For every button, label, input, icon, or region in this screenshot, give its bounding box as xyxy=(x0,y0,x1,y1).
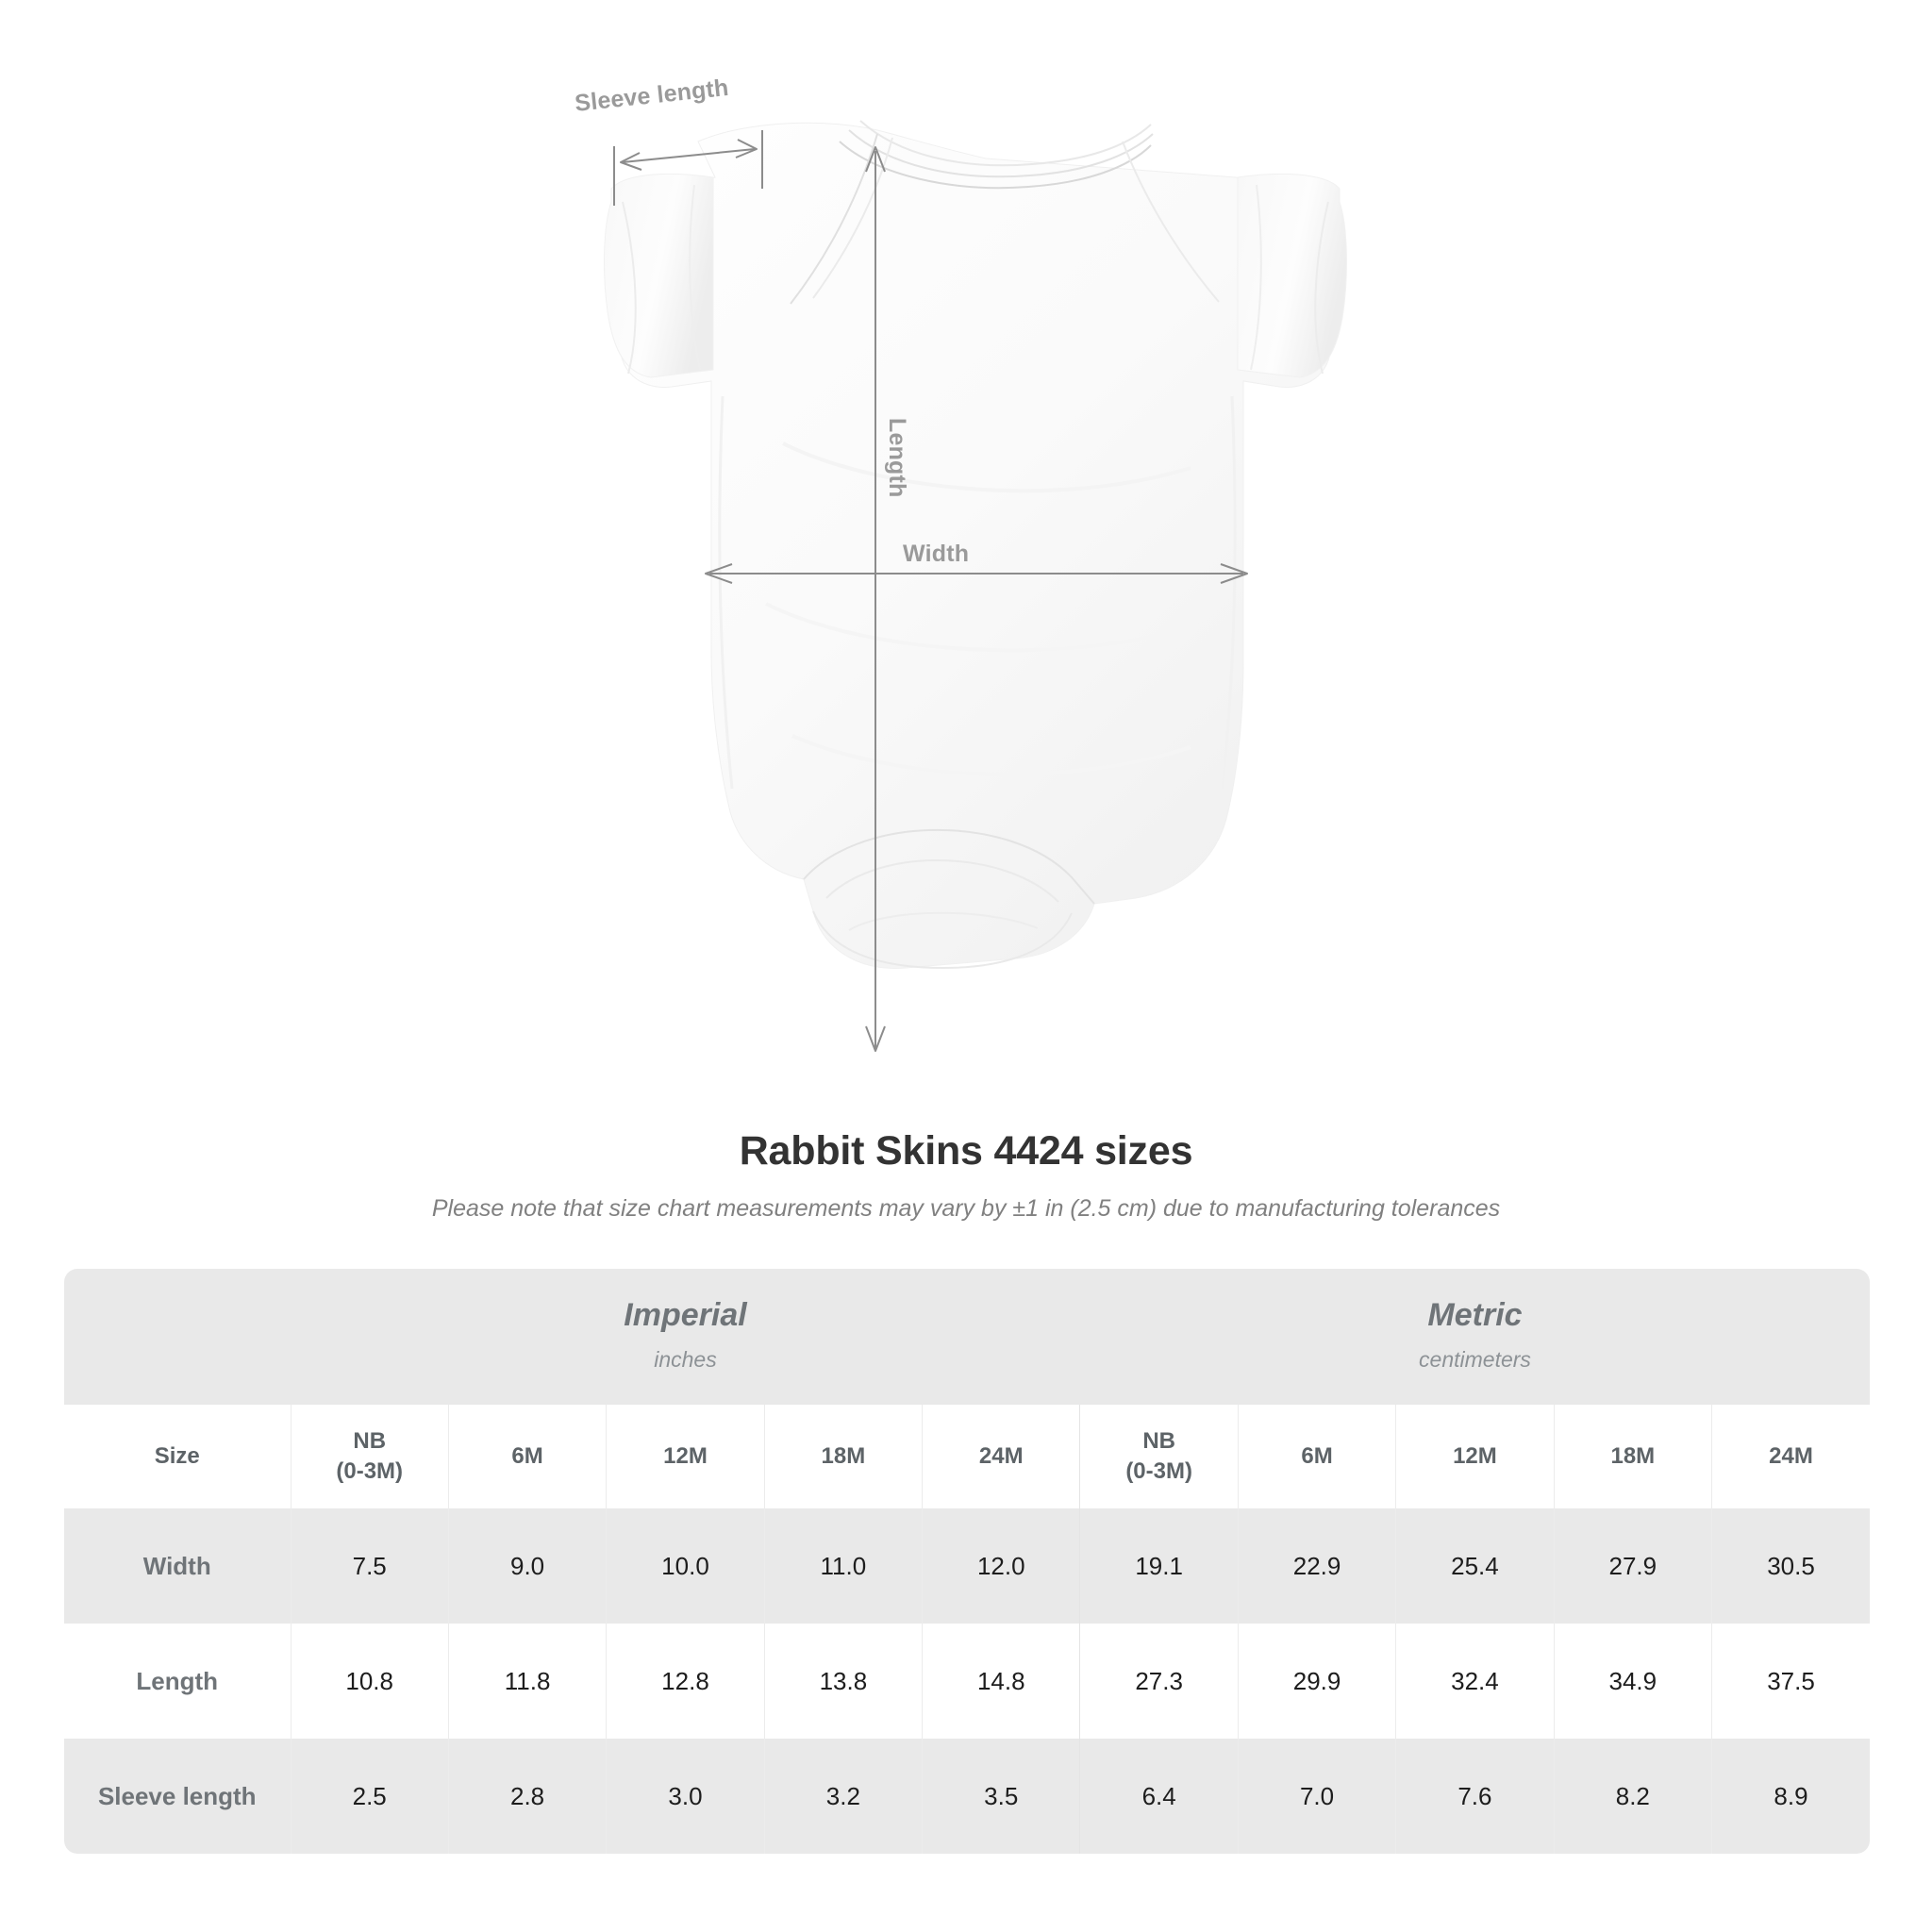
measurement-cell: 10.8 xyxy=(290,1624,449,1739)
unit-group-sub: centimeters xyxy=(1419,1347,1531,1372)
unit-group-name: Metric xyxy=(1427,1297,1523,1333)
unit-group-sub: inches xyxy=(654,1347,717,1372)
measurement-cell: 11.0 xyxy=(763,1508,923,1624)
width-arrowhead-left xyxy=(705,563,733,584)
column-header-metric-6m[interactable]: 6M xyxy=(1237,1405,1396,1508)
measurement-cell: 8.2 xyxy=(1553,1739,1712,1854)
measurement-cell: 32.4 xyxy=(1395,1624,1555,1739)
measurement-cell: 9.0 xyxy=(447,1508,607,1624)
measurement-cell: 22.9 xyxy=(1237,1508,1396,1624)
measurement-cell: 8.9 xyxy=(1711,1739,1870,1854)
column-header-label: 6M xyxy=(1301,1443,1333,1470)
title-block: Rabbit Skins 4424 sizes Please note that… xyxy=(0,1128,1932,1223)
sleeve-arrow-line xyxy=(622,148,756,163)
column-header-label: 6M xyxy=(511,1443,543,1470)
column-header-label: 18M xyxy=(1610,1443,1656,1470)
unit-group-metric: Metric centimeters xyxy=(1079,1269,1870,1405)
column-header-metric-12m[interactable]: 12M xyxy=(1395,1405,1555,1508)
dimension-lines xyxy=(613,130,1248,1052)
measurement-cell: 7.5 xyxy=(290,1508,449,1624)
measurement-cell: 19.1 xyxy=(1079,1508,1239,1624)
measurement-cell: 25.4 xyxy=(1395,1508,1555,1624)
unit-band-spacer xyxy=(64,1269,291,1405)
length-arrowhead-top xyxy=(865,146,886,173)
unit-group-row: Imperial inches Metric centimeters xyxy=(64,1269,1870,1405)
width-arrowhead-right xyxy=(1220,563,1248,584)
measurement-cell: 3.0 xyxy=(606,1739,765,1854)
measurement-cell: 13.8 xyxy=(763,1624,923,1739)
sleeve-arrowhead-left xyxy=(620,152,642,171)
measurement-cell: 29.9 xyxy=(1237,1624,1396,1739)
page-title: Rabbit Skins 4424 sizes xyxy=(739,1128,1193,1174)
table-row: Length 10.8 11.8 12.8 13.8 14.8 27.3 29.9 32.4 34… xyxy=(64,1624,1870,1739)
column-header-imperial-12m[interactable]: 12M xyxy=(606,1405,765,1508)
column-header-label: NB xyxy=(1142,1428,1175,1455)
column-header-imperial-18m[interactable]: 18M xyxy=(763,1405,923,1508)
measurement-cell: 12.8 xyxy=(606,1624,765,1739)
measurement-cell: 11.8 xyxy=(447,1624,607,1739)
measurement-cell: 37.5 xyxy=(1711,1624,1870,1739)
size-chart-table-container: Imperial inches Metric centimeters Size NB (0-… xyxy=(64,1269,1870,1854)
header-size-label: Size xyxy=(64,1405,291,1508)
column-header-row: Size NB (0-3M) 6M 12M 18M 24M NB (0-3M) 6M 12M 18M 2… xyxy=(64,1405,1870,1508)
column-header-sublabel: (0-3M) xyxy=(1125,1458,1192,1484)
row-label-sleeve-length: Sleeve length xyxy=(64,1739,291,1854)
column-header-imperial-24m[interactable]: 24M xyxy=(922,1405,1080,1508)
garment-illustration: Sleeve length Length Width xyxy=(574,75,1347,1052)
measurement-cell: 3.2 xyxy=(763,1739,923,1854)
unit-group-imperial: Imperial inches xyxy=(291,1269,1080,1405)
bodysuit-drawing xyxy=(604,120,1347,1052)
measurement-cell: 6.4 xyxy=(1079,1739,1239,1854)
measurement-cell: 2.8 xyxy=(447,1739,607,1854)
measurement-cell: 30.5 xyxy=(1711,1508,1870,1624)
measurement-cell: 27.9 xyxy=(1553,1508,1712,1624)
measurement-cell: 7.0 xyxy=(1237,1739,1396,1854)
row-label-length: Length xyxy=(64,1624,291,1739)
measurement-cell: 27.3 xyxy=(1079,1624,1239,1739)
table-row: Sleeve length 2.5 2.8 3.0 3.2 3.5 6.4 7.0 7.6 8.2… xyxy=(64,1739,1870,1854)
measurement-cell: 34.9 xyxy=(1553,1624,1712,1739)
bodysuit-body xyxy=(604,120,1347,970)
column-header-metric-18m[interactable]: 18M xyxy=(1553,1405,1712,1508)
column-header-metric-nb[interactable]: NB (0-3M) xyxy=(1079,1405,1239,1508)
measurement-cell: 2.5 xyxy=(290,1739,449,1854)
column-header-label: 24M xyxy=(978,1443,1024,1470)
column-header-label: 24M xyxy=(1769,1443,1813,1470)
measurement-cell: 12.0 xyxy=(922,1508,1080,1624)
column-header-label: 18M xyxy=(821,1443,866,1470)
length-arrowhead-bottom xyxy=(865,1025,886,1052)
size-chart-table: Imperial inches Metric centimeters Size NB (0-… xyxy=(64,1269,1870,1854)
column-header-metric-24m[interactable]: 24M xyxy=(1711,1405,1870,1508)
tolerance-note: Please note that size chart measurements… xyxy=(431,1195,1501,1222)
column-header-imperial-nb[interactable]: NB (0-3M) xyxy=(290,1405,449,1508)
column-header-sublabel: (0-3M) xyxy=(336,1458,404,1484)
column-header-label: 12M xyxy=(1453,1443,1497,1470)
row-label-width: Width xyxy=(64,1508,291,1624)
column-header-label: NB xyxy=(353,1428,387,1455)
measurement-cell: 7.6 xyxy=(1395,1739,1555,1854)
measurement-cell: 3.5 xyxy=(922,1739,1080,1854)
measurement-cell: 10.0 xyxy=(606,1508,765,1624)
unit-group-name: Imperial xyxy=(624,1297,747,1333)
column-header-label: 12M xyxy=(663,1443,708,1470)
column-header-imperial-6m[interactable]: 6M xyxy=(447,1405,607,1508)
width-dimension-label: Width xyxy=(903,541,970,567)
table-row: Width 7.5 9.0 10.0 11.0 12.0 19.1 22.9 25.4 27.9 3… xyxy=(64,1508,1870,1624)
length-dimension-label: Length xyxy=(884,418,910,498)
sleeve-arrowhead-right xyxy=(735,139,758,158)
measurement-cell: 14.8 xyxy=(922,1624,1080,1739)
